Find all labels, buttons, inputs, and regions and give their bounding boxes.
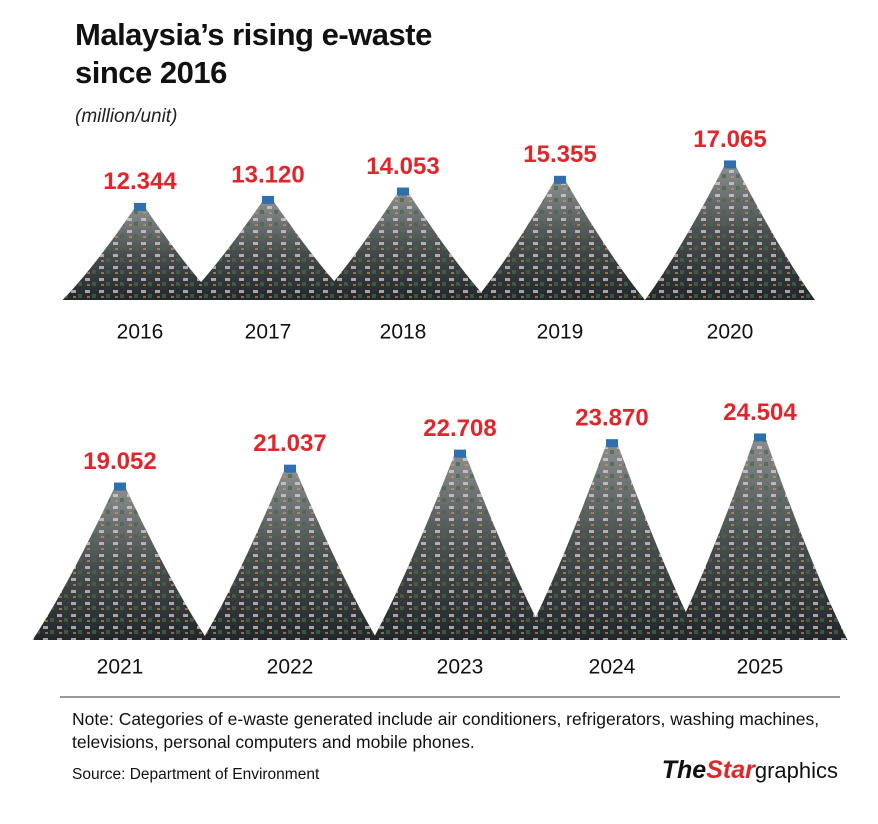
year-label: 2016 xyxy=(117,321,164,344)
brand-logo: TheStargraphics xyxy=(662,756,838,785)
pile-texture xyxy=(32,488,208,640)
title: Malaysia’s rising e-waste since 2016 xyxy=(75,17,432,90)
note: Note: Categories of e-waste generated in… xyxy=(72,709,820,752)
value-label: 19.052 xyxy=(83,448,156,475)
pile-texture xyxy=(372,455,548,640)
pile-texture xyxy=(645,166,815,300)
pile-top-item xyxy=(397,187,409,196)
pile-texture xyxy=(524,445,700,640)
year-label: 2022 xyxy=(267,656,314,679)
year-label: 2019 xyxy=(537,321,584,344)
pile-top-item xyxy=(554,175,566,184)
pile-texture xyxy=(475,181,645,300)
pile-top-item xyxy=(454,449,466,458)
year-label: 2021 xyxy=(97,656,144,679)
pile-top-item xyxy=(134,202,146,211)
brand-the: The xyxy=(661,756,707,784)
brand-star: Star xyxy=(706,756,755,784)
value-label: 14.053 xyxy=(366,153,439,180)
year-label: 2024 xyxy=(589,656,636,679)
brand-graphics: graphics xyxy=(754,758,838,783)
pile-texture xyxy=(62,208,218,300)
pile-top-item xyxy=(284,464,296,473)
value-label: 22.708 xyxy=(423,415,496,442)
source: Source: Department of Environment xyxy=(72,766,320,783)
pile-top-item xyxy=(114,482,126,491)
value-label: 13.120 xyxy=(231,161,304,188)
year-label: 2025 xyxy=(737,656,784,679)
pile-top-item xyxy=(262,195,274,204)
subtitle: (million/unit) xyxy=(75,106,178,127)
value-label: 12.344 xyxy=(103,168,177,195)
year-label: 2020 xyxy=(707,321,754,344)
pile-texture xyxy=(318,193,488,300)
pile-texture xyxy=(672,439,848,640)
value-label: 17.065 xyxy=(693,126,766,153)
year-label: 2018 xyxy=(380,321,427,344)
pile-top-item xyxy=(724,160,736,169)
value-label: 23.870 xyxy=(575,405,648,432)
value-label: 21.037 xyxy=(253,430,326,457)
value-label: 15.355 xyxy=(523,141,596,168)
year-label: 2023 xyxy=(437,656,484,679)
value-label: 24.504 xyxy=(723,399,797,426)
year-label: 2017 xyxy=(245,321,292,344)
pile-top-item xyxy=(606,439,618,448)
pile-texture xyxy=(202,470,378,640)
pile-top-item xyxy=(754,433,766,442)
pile-texture xyxy=(184,201,352,300)
